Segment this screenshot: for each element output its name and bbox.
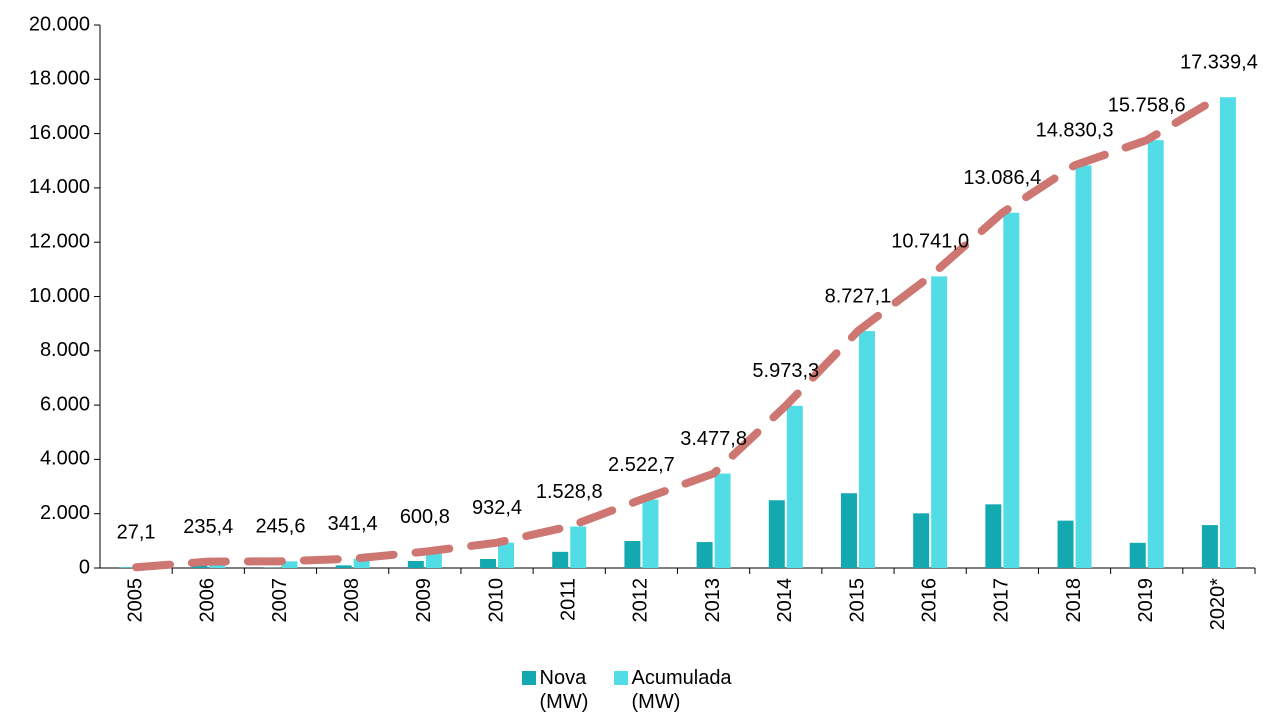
- legend-swatch: [614, 671, 628, 685]
- y-tick-label: 18.000: [29, 68, 90, 90]
- x-tick-label: 2005: [124, 578, 146, 623]
- y-tick-label: 0: [79, 556, 90, 578]
- x-tick-label: 2010: [485, 578, 507, 623]
- bar: [1148, 140, 1164, 568]
- bar: [1220, 97, 1236, 568]
- bar: [697, 542, 713, 568]
- bar: [498, 543, 514, 568]
- data-label: 341,4: [328, 513, 378, 535]
- bar: [552, 552, 568, 568]
- bar: [1058, 521, 1074, 568]
- y-tick-label: 10.000: [29, 285, 90, 307]
- y-tick-label: 20.000: [29, 13, 90, 35]
- bar: [570, 526, 586, 568]
- legend-item: Nova (MW): [522, 666, 600, 714]
- bar: [1076, 165, 1092, 568]
- legend-label: Acumulada (MW): [632, 666, 742, 714]
- data-label: 13.086,4: [963, 167, 1041, 189]
- data-label: 245,6: [255, 516, 305, 538]
- x-tick-label: 2006: [197, 578, 219, 623]
- data-label: 15.758,6: [1108, 94, 1186, 116]
- legend-item: Acumulada (MW): [614, 666, 742, 714]
- bar: [624, 541, 640, 568]
- x-tick-label: 2007: [269, 578, 291, 623]
- bar: [1003, 213, 1019, 568]
- data-label: 8.727,1: [825, 285, 892, 307]
- data-label: 27,1: [117, 522, 156, 544]
- bar: [859, 331, 875, 568]
- legend: Nova (MW) Acumulada (MW): [0, 666, 1263, 714]
- x-tick-label: 2019: [1135, 578, 1157, 623]
- bar: [769, 500, 785, 568]
- bar: [985, 504, 1001, 568]
- x-tick-label: 2015: [846, 578, 868, 623]
- x-tick-label: 2012: [630, 578, 652, 623]
- y-tick-label: 4.000: [40, 448, 90, 470]
- y-tick-label: 2.000: [40, 502, 90, 524]
- x-tick-label: 2013: [702, 578, 724, 623]
- data-label: 1.528,8: [536, 481, 603, 503]
- y-tick-label: 14.000: [29, 176, 90, 198]
- data-label: 2.522,7: [608, 454, 675, 476]
- bar: [642, 500, 658, 568]
- x-tick-label: 2008: [341, 578, 363, 623]
- data-label: 5.973,3: [752, 360, 819, 382]
- y-tick-label: 12.000: [29, 230, 90, 252]
- x-tick-label: 2009: [413, 578, 435, 623]
- data-label: 14.830,3: [1036, 120, 1114, 142]
- data-label: 10.741,0: [891, 231, 969, 253]
- data-label: 3.477,8: [680, 428, 747, 450]
- bar: [913, 513, 929, 568]
- bar: [931, 276, 947, 568]
- bar: [1202, 525, 1218, 568]
- y-tick-label: 6.000: [40, 393, 90, 415]
- legend-swatch: [522, 671, 536, 685]
- data-label: 17.339,4: [1180, 52, 1258, 74]
- x-tick-label: 2014: [774, 578, 796, 623]
- bar: [715, 474, 731, 568]
- bar: [408, 561, 424, 568]
- bar: [841, 493, 857, 568]
- x-tick-label: 2011: [558, 578, 580, 621]
- data-label: 235,4: [183, 516, 233, 538]
- x-tick-label: 2016: [918, 578, 940, 623]
- data-label: 600,8: [400, 506, 450, 528]
- data-label: 932,4: [472, 497, 522, 519]
- bar: [787, 406, 803, 568]
- legend-label: Nova (MW): [540, 666, 600, 714]
- x-tick-label: 2017: [991, 578, 1013, 623]
- bar: [1130, 543, 1146, 568]
- bar: [480, 559, 496, 568]
- y-tick-label: 8.000: [40, 339, 90, 361]
- x-tick-label: 2018: [1063, 578, 1085, 623]
- bar: [336, 565, 352, 568]
- x-tick-label: 2020*: [1207, 578, 1229, 630]
- trend-line: [136, 97, 1219, 567]
- y-tick-label: 16.000: [29, 122, 90, 144]
